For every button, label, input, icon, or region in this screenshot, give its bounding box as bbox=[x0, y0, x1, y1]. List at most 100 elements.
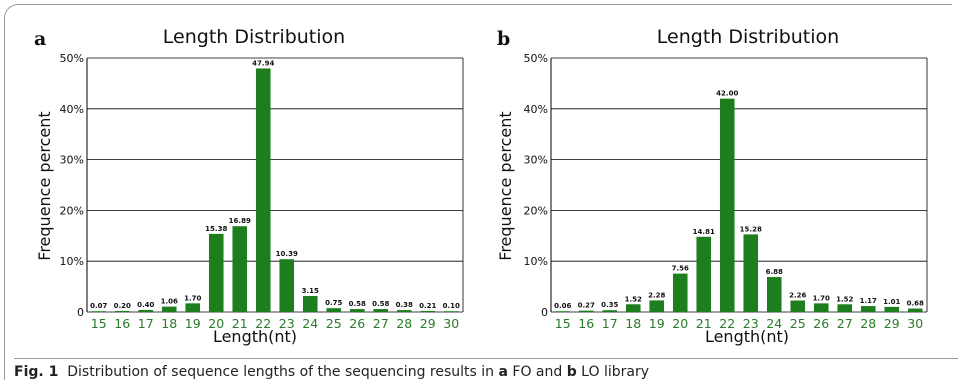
x-tick-label: 15 bbox=[91, 316, 107, 331]
data-label: 1.06 bbox=[161, 298, 178, 306]
bar bbox=[279, 259, 295, 312]
x-tick-label: 29 bbox=[420, 316, 436, 331]
data-label: 1.52 bbox=[836, 295, 853, 303]
data-label: 42.00 bbox=[716, 90, 738, 98]
bar bbox=[625, 304, 641, 312]
data-label: 0.35 bbox=[601, 301, 618, 309]
x-tick-label: 29 bbox=[884, 316, 900, 331]
data-label: 0.58 bbox=[372, 300, 389, 308]
x-tick-label: 18 bbox=[625, 316, 641, 331]
caption-text-2: FO and bbox=[507, 364, 567, 380]
bar bbox=[443, 311, 459, 312]
x-tick-label: 27 bbox=[373, 316, 389, 331]
caption-divider bbox=[14, 358, 958, 359]
bar bbox=[884, 306, 900, 312]
x-tick-label: 30 bbox=[443, 316, 459, 331]
panel-label-a: a bbox=[34, 28, 47, 50]
data-label: 47.94 bbox=[252, 59, 274, 67]
x-tick-label: 30 bbox=[907, 316, 923, 331]
data-label: 15.38 bbox=[205, 225, 227, 233]
panel-label-b: b bbox=[497, 28, 511, 50]
y-tick-label: 40% bbox=[524, 103, 548, 116]
chart-title: Length Distribution bbox=[163, 26, 345, 48]
x-tick-label: 23 bbox=[743, 316, 759, 331]
bar bbox=[578, 310, 594, 312]
y-tick-label: 30% bbox=[524, 154, 548, 167]
data-label: 1.01 bbox=[883, 298, 900, 306]
y-tick-label: 40% bbox=[60, 103, 84, 116]
bar bbox=[555, 311, 571, 312]
bar bbox=[373, 309, 389, 312]
y-axis-label: Frequence percent bbox=[35, 111, 54, 260]
data-label: 0.10 bbox=[443, 302, 460, 310]
y-tick-label: 10% bbox=[524, 255, 548, 268]
caption-fig-label: Fig. 1 bbox=[14, 364, 59, 380]
bar bbox=[114, 310, 130, 312]
bar bbox=[696, 236, 712, 312]
x-tick-label: 17 bbox=[138, 316, 154, 331]
bar bbox=[743, 234, 759, 312]
caption-panel-a: a bbox=[498, 364, 508, 380]
bar bbox=[349, 309, 365, 312]
bar bbox=[790, 300, 806, 312]
data-label: 0.68 bbox=[907, 300, 924, 308]
data-label: 1.70 bbox=[813, 294, 830, 302]
x-tick-label: 23 bbox=[279, 316, 295, 331]
x-tick-label: 22 bbox=[719, 316, 735, 331]
figure-frame bbox=[4, 4, 952, 380]
x-tick-label: 16 bbox=[114, 316, 130, 331]
x-tick-label: 19 bbox=[649, 316, 665, 331]
bar bbox=[602, 310, 618, 312]
data-label: 0.21 bbox=[419, 302, 436, 310]
chart-b: Length Distribution Frequence percent Le… bbox=[496, 26, 928, 346]
y-tick-label: 0 bbox=[541, 306, 548, 319]
x-tick-label: 15 bbox=[555, 316, 571, 331]
x-tick-label: 25 bbox=[790, 316, 806, 331]
x-axis-label: Length(nt) bbox=[213, 327, 297, 346]
x-tick-label: 20 bbox=[208, 316, 224, 331]
x-axis-label: Length(nt) bbox=[705, 327, 789, 346]
data-label: 2.26 bbox=[789, 292, 806, 300]
data-label: 2.28 bbox=[648, 291, 665, 299]
data-label: 3.15 bbox=[302, 287, 319, 295]
data-label: 16.89 bbox=[229, 217, 251, 225]
y-tick-label: 0 bbox=[77, 306, 84, 319]
x-tick-label: 18 bbox=[161, 316, 177, 331]
y-tick-label: 50% bbox=[524, 52, 548, 65]
figure-caption: Fig. 1 Distribution of sequence lengths … bbox=[14, 364, 649, 380]
bar bbox=[91, 311, 107, 312]
bar bbox=[719, 98, 735, 312]
chart-a: Length Distribution Frequence percent Le… bbox=[35, 26, 464, 346]
bar bbox=[396, 310, 412, 312]
x-tick-label: 26 bbox=[349, 316, 365, 331]
data-label: 15.28 bbox=[740, 225, 762, 233]
x-tick-label: 27 bbox=[837, 316, 853, 331]
bar bbox=[907, 308, 923, 312]
data-label: 14.81 bbox=[693, 228, 715, 236]
y-tick-label: 10% bbox=[60, 255, 84, 268]
plot-area: 0 10% 20% 30% 40% 50% 0.07 15 0.20 16 0.40 17 1.06 18… bbox=[60, 52, 464, 331]
bar bbox=[326, 308, 342, 312]
data-label: 1.70 bbox=[184, 294, 201, 302]
x-tick-label: 21 bbox=[696, 316, 712, 331]
x-tick-label: 25 bbox=[326, 316, 342, 331]
data-label: 0.27 bbox=[578, 302, 595, 310]
data-label: 0.07 bbox=[90, 302, 107, 310]
x-tick-label: 21 bbox=[232, 316, 248, 331]
bar bbox=[208, 233, 224, 312]
caption-panel-b: b bbox=[566, 364, 577, 380]
data-label: 6.88 bbox=[766, 268, 783, 276]
bar bbox=[255, 68, 271, 312]
data-label: 7.56 bbox=[672, 265, 689, 273]
y-tick-label: 20% bbox=[60, 204, 84, 217]
data-label: 0.38 bbox=[396, 301, 413, 309]
bar bbox=[860, 306, 876, 312]
y-axis-label: Frequence percent bbox=[496, 111, 515, 260]
x-tick-label: 16 bbox=[578, 316, 594, 331]
x-tick-label: 26 bbox=[813, 316, 829, 331]
bar bbox=[813, 303, 829, 312]
y-tick-label: 50% bbox=[60, 52, 84, 65]
x-tick-label: 24 bbox=[302, 316, 318, 331]
bar bbox=[672, 273, 688, 312]
data-label: 1.17 bbox=[860, 297, 877, 305]
